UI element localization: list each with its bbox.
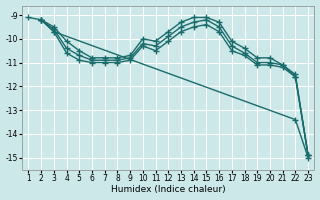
X-axis label: Humidex (Indice chaleur): Humidex (Indice chaleur) xyxy=(111,185,226,194)
